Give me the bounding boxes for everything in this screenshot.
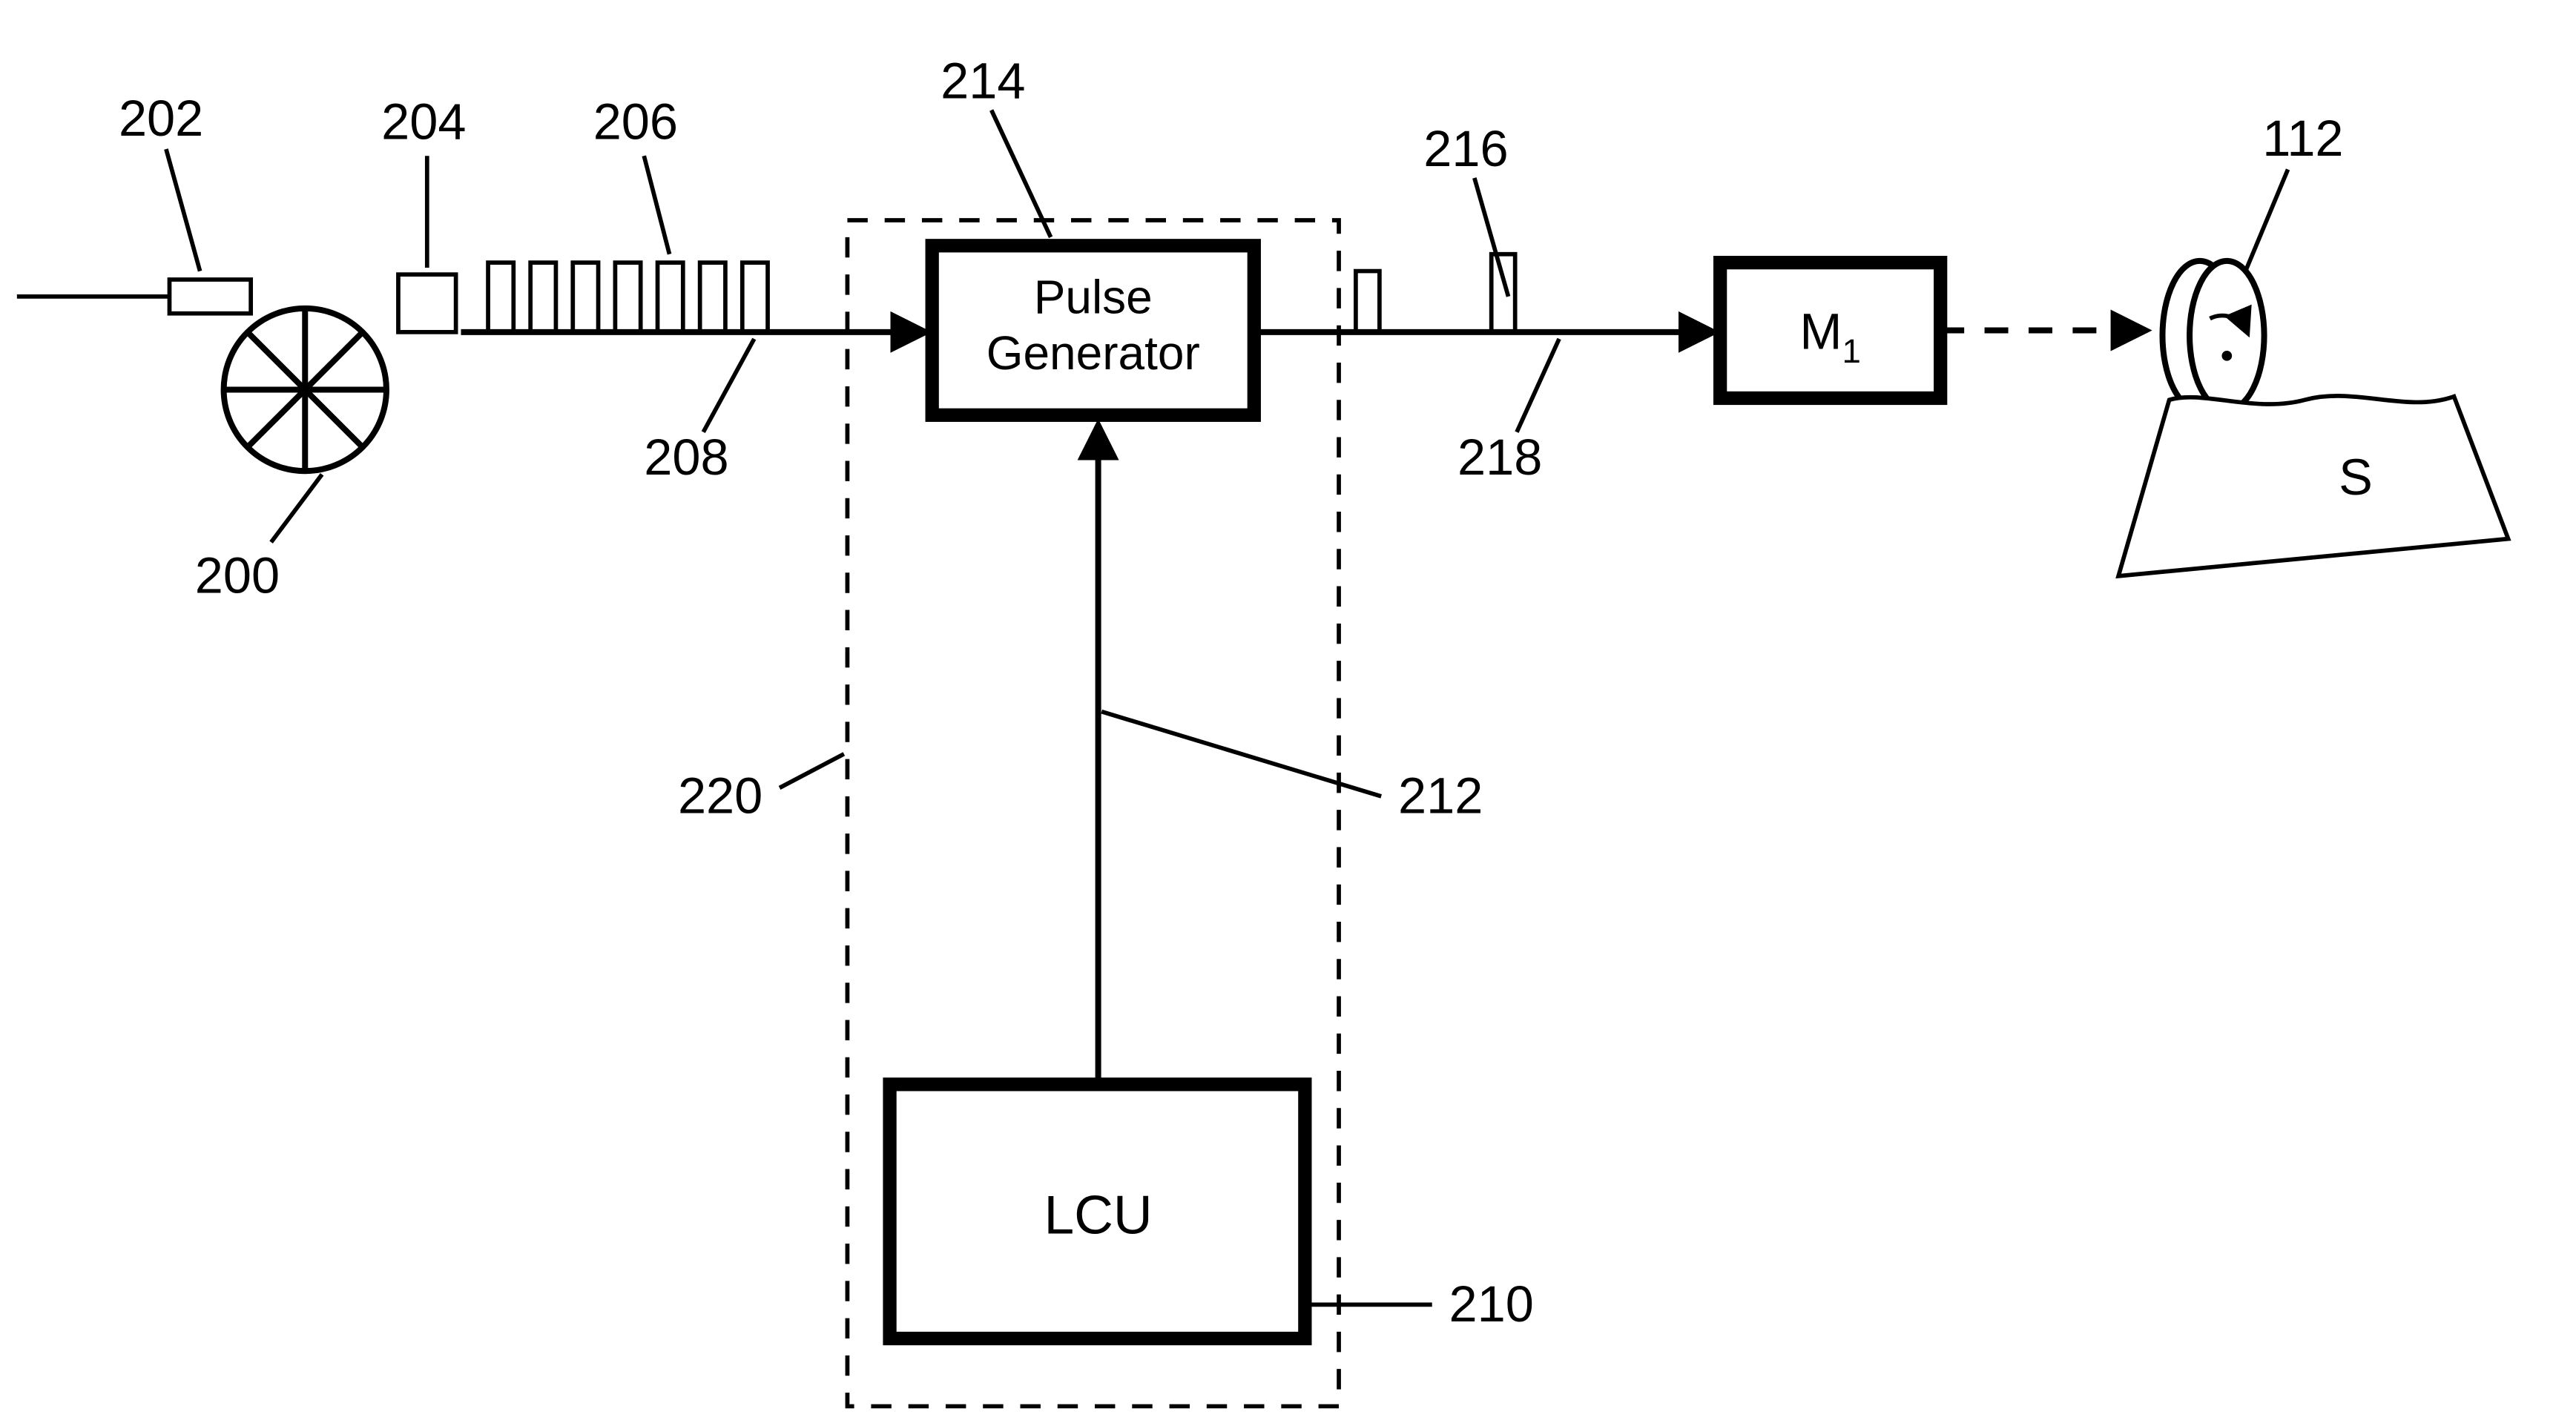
sparse-pulse-icon xyxy=(1339,254,1644,332)
ref-202: 202 xyxy=(119,90,203,147)
ref-218: 218 xyxy=(1457,429,1542,486)
ref-220: 220 xyxy=(678,767,762,825)
encoder-wheel-icon xyxy=(224,308,386,471)
pulse-generator-label-2: Generator xyxy=(986,326,1200,380)
ref-216: 216 xyxy=(1423,120,1508,177)
ref-206: 206 xyxy=(593,93,678,150)
roller-icon xyxy=(2162,261,2264,410)
ref-200: 200 xyxy=(195,547,280,604)
lcu-label: LCU xyxy=(1044,1185,1152,1245)
sheet-icon xyxy=(2118,396,2509,576)
pulse-generator-label-1: Pulse xyxy=(1034,271,1153,324)
ref-214: 214 xyxy=(941,53,1025,110)
schematic-diagram: 202 204 206 214 216 112 200 208 218 220 … xyxy=(0,0,2576,1423)
ref-112: 112 xyxy=(2262,110,2343,167)
ref-212: 212 xyxy=(1398,767,1483,825)
ref-204: 204 xyxy=(381,93,466,150)
clock-pulse-train-icon xyxy=(461,263,780,332)
ref-208: 208 xyxy=(644,429,728,486)
sheet-label: S xyxy=(2339,449,2373,506)
ref-210: 210 xyxy=(1449,1275,1534,1333)
